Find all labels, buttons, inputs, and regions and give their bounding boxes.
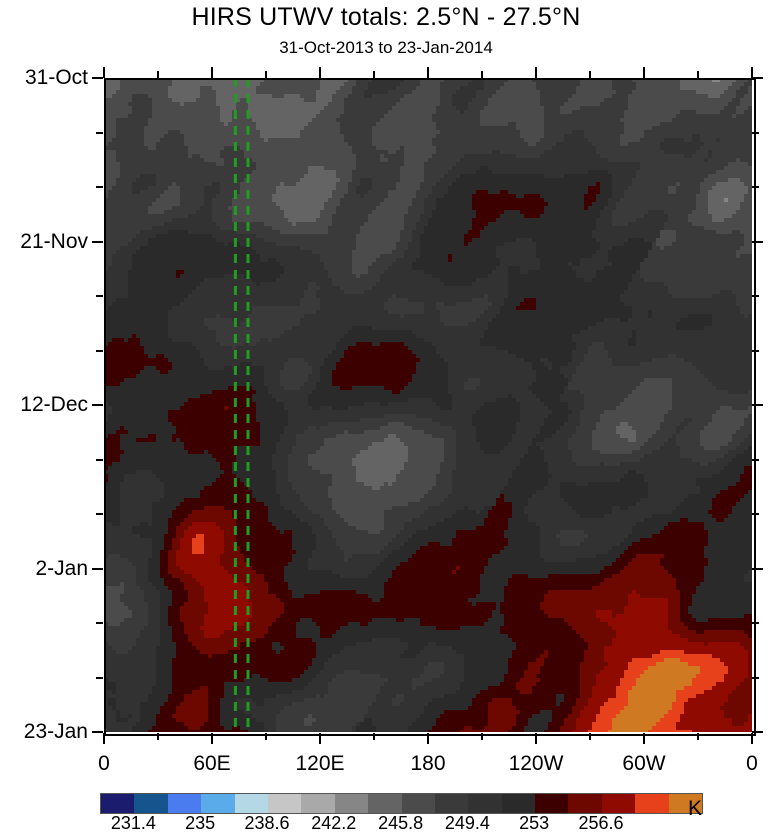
y-axis-tick-label: 23-Jan [23,720,88,743]
y-tick-major [92,731,103,733]
y-tick-right [752,731,763,733]
y-tick-right [752,404,763,406]
x-tick-top [751,67,753,78]
y-tick-major [92,567,103,570]
x-axis-tick-label: 0 [746,752,758,775]
y-tick-major [92,77,103,79]
x-tick-top [211,67,213,78]
x-tick-major [427,733,429,744]
colorbar-swatch [501,794,536,813]
colorbar-swatch [334,794,369,813]
colorbar-tick-labels: 231.4 235 238.6 242.2 245.8 249.4 253 256.6 [0,813,772,835]
x-tick-major [211,733,213,744]
y-axis-labels: 31-Oct 21-Nov 12-Dec 2-Jan 23-Jan [0,0,88,830]
x-tick-minor [157,733,159,740]
x-tick-top [265,71,267,78]
y-axis-tick-label: 2-Jan [35,556,88,580]
y-tick-right [752,513,759,515]
colorbar-swatch [301,794,335,813]
y-tick-right [752,131,759,134]
colorbar-tick-label: 238.6 [244,813,290,833]
x-axis-tick-label: 60E [193,752,231,775]
colorbar-swatch [101,794,135,813]
y-tick-right [752,458,759,461]
y-tick-right [752,349,759,352]
y-tick-minor [96,513,103,515]
x-tick-top [643,67,645,78]
y-tick-major [92,240,103,243]
x-tick-minor [373,733,375,740]
y-tick-minor [96,186,103,188]
y-tick-right [752,295,759,297]
colorbar-swatch [568,794,602,813]
x-tick-minor [481,733,483,740]
x-axis-tick-label: 0 [98,752,110,775]
colorbar-tick-label: 249.4 [444,813,490,833]
x-tick-major [751,733,753,744]
y-axis-tick-label: 12-Dec [20,393,88,416]
x-tick-top [157,71,159,78]
x-tick-top [103,67,105,78]
x-tick-major [535,733,537,744]
x-axis-tick-label: 120W [508,752,564,775]
colorbar [100,793,704,814]
y-tick-minor [96,622,103,624]
contour-field [104,78,752,732]
x-tick-minor [697,733,699,740]
colorbar-tick-label: 235 [185,813,216,833]
y-tick-minor [96,131,103,134]
colorbar-tick-label: 231.4 [110,813,156,833]
colorbar-swatch [368,794,402,813]
y-tick-minor [96,458,103,461]
colorbar-swatch [134,794,168,813]
x-tick-top [697,71,699,78]
x-axis-tick-label: 120E [295,752,345,775]
colorbar-swatch [401,794,435,813]
y-tick-minor [96,295,103,297]
page-title: HIRS UTWV totals: 2.5°N - 27.5°N [191,3,581,31]
colorbar-swatch [668,794,703,813]
colorbar-tick-label: 242.2 [311,813,357,833]
y-tick-right [752,622,759,624]
colorbar-swatch [167,794,202,813]
colorbar-swatch [601,794,636,813]
x-tick-top [589,71,591,78]
y-tick-right [752,676,759,679]
y-axis-tick-label: 31-Oct [24,66,88,89]
colorbar-swatch [635,794,669,813]
colorbar-unit-label: K [688,797,703,820]
y-tick-minor [96,676,103,679]
colorbar-tick-label: 253 [519,813,550,833]
y-tick-right [752,186,759,188]
colorbar-swatch [468,794,502,813]
y-axis-tick-label: 21-Nov [20,229,88,253]
x-tick-top [427,67,429,78]
colorbar-swatch [267,794,302,813]
chart-subtitle: 31-Oct-2013 to 23-Jan-2014 [279,38,493,57]
x-tick-major [103,733,105,744]
y-tick-right [752,77,763,79]
colorbar-swatch [201,794,235,813]
x-tick-minor [265,733,267,740]
colorbar-swatch [434,794,469,813]
colorbar-swatch [535,794,569,813]
x-tick-top [481,71,483,78]
y-tick-right [752,240,763,243]
colorbar-tick-label: 256.6 [578,813,624,833]
x-tick-major [319,733,321,744]
y-tick-minor [96,349,103,352]
x-tick-top [319,67,321,78]
y-tick-right [752,567,763,570]
colorbar-tick-label: 245.8 [378,813,424,833]
x-tick-top [535,67,537,78]
colorbar-swatch [234,794,268,813]
x-tick-top [373,71,375,78]
hovmoller-plot-area [104,78,752,732]
x-axis-tick-label: 180 [410,752,446,775]
x-axis-tick-label: 60W [622,752,666,775]
y-tick-major [92,404,103,406]
x-tick-major [643,733,645,744]
x-tick-minor [589,733,591,740]
